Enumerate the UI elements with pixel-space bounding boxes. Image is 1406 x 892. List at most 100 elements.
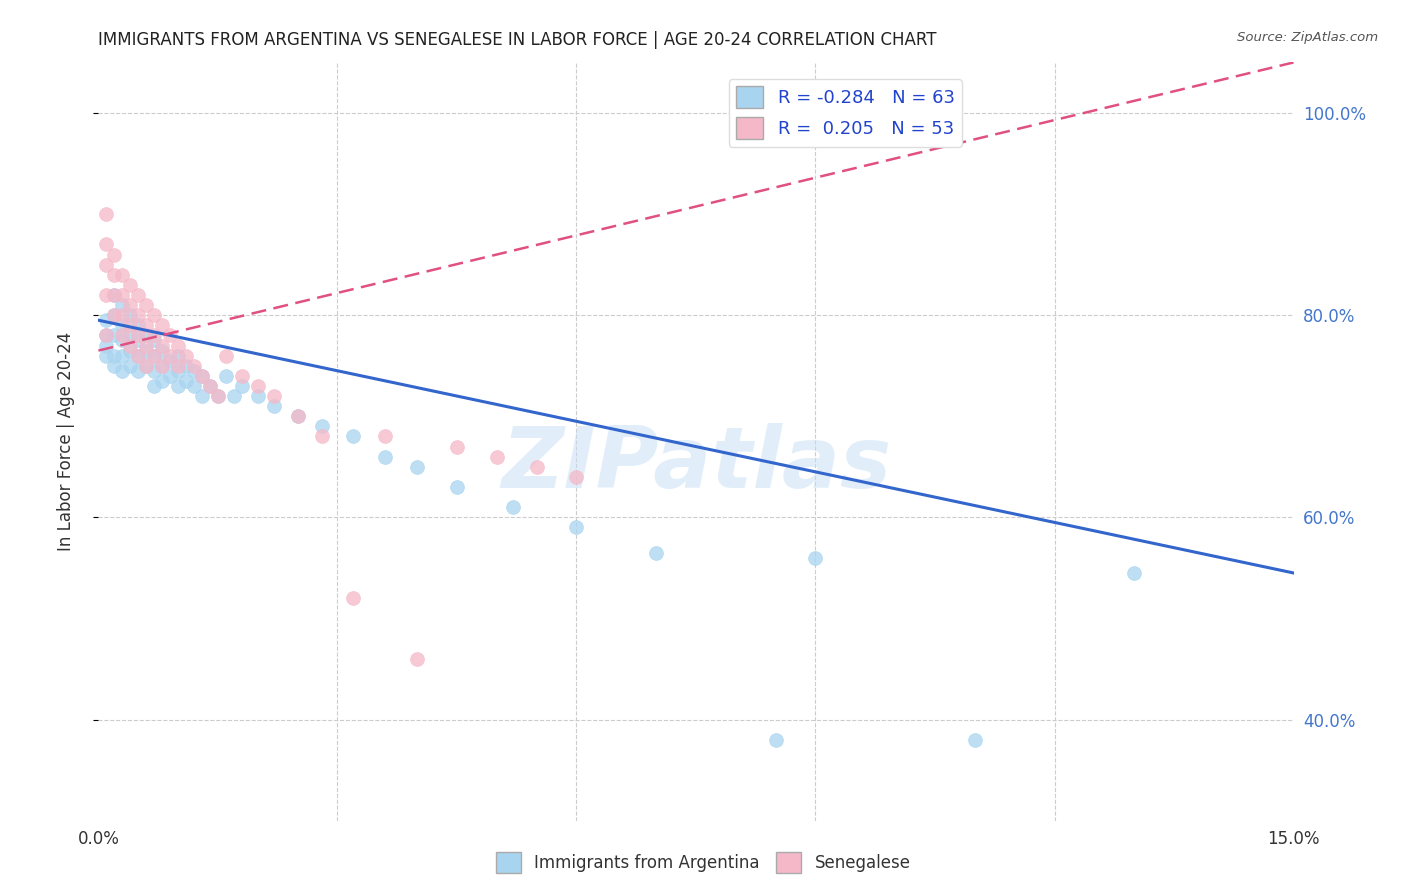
- Point: [207, 389, 229, 403]
- Point: [135, 328, 157, 343]
- Point: [159, 368, 181, 383]
- Point: [111, 334, 134, 348]
- Point: [446, 480, 468, 494]
- Point: [1123, 566, 1146, 580]
- Point: [127, 288, 149, 302]
- Point: [207, 389, 229, 403]
- Point: [150, 318, 173, 333]
- Point: [120, 328, 142, 343]
- Point: [143, 349, 166, 363]
- Point: [143, 308, 166, 322]
- Point: [167, 338, 190, 352]
- Point: [150, 359, 173, 373]
- Point: [111, 298, 134, 312]
- Point: [96, 258, 118, 272]
- Point: [143, 364, 166, 378]
- Point: [127, 334, 149, 348]
- Point: [963, 732, 986, 747]
- Point: [135, 298, 157, 312]
- Point: [183, 364, 205, 378]
- Point: [174, 359, 197, 373]
- Point: [565, 520, 588, 534]
- Point: [246, 379, 269, 393]
- Point: [120, 359, 142, 373]
- Point: [215, 349, 238, 363]
- Point: [96, 328, 118, 343]
- Point: [526, 459, 548, 474]
- Point: [191, 389, 214, 403]
- Point: [111, 318, 134, 333]
- Point: [342, 591, 364, 606]
- Point: [103, 328, 125, 343]
- Point: [143, 328, 166, 343]
- Point: [150, 343, 173, 358]
- Point: [183, 359, 205, 373]
- Point: [96, 313, 118, 327]
- Point: [103, 288, 125, 302]
- Point: [804, 550, 827, 565]
- Point: [127, 364, 149, 378]
- Point: [263, 399, 285, 413]
- Point: [96, 207, 118, 221]
- Point: [342, 429, 364, 443]
- Point: [167, 364, 190, 378]
- Point: [374, 450, 396, 464]
- Point: [191, 368, 214, 383]
- Point: [159, 328, 181, 343]
- Point: [120, 308, 142, 322]
- Point: [502, 500, 524, 515]
- Point: [159, 353, 181, 368]
- Legend: R = -0.284   N = 63, R =  0.205   N = 53: R = -0.284 N = 63, R = 0.205 N = 53: [728, 79, 962, 146]
- Point: [406, 459, 429, 474]
- Point: [446, 440, 468, 454]
- Point: [143, 379, 166, 393]
- Point: [111, 308, 134, 322]
- Point: [159, 349, 181, 363]
- Point: [111, 364, 134, 378]
- Point: [96, 338, 118, 352]
- Text: IMMIGRANTS FROM ARGENTINA VS SENEGALESE IN LABOR FORCE | AGE 20-24 CORRELATION C: IMMIGRANTS FROM ARGENTINA VS SENEGALESE …: [98, 31, 936, 49]
- Point: [103, 288, 125, 302]
- Point: [111, 328, 134, 343]
- Point: [111, 288, 134, 302]
- Point: [135, 359, 157, 373]
- Point: [135, 338, 157, 352]
- Point: [111, 349, 134, 363]
- Point: [127, 308, 149, 322]
- Point: [135, 359, 157, 373]
- Point: [765, 732, 787, 747]
- Point: [406, 652, 429, 666]
- Point: [103, 308, 125, 322]
- Point: [485, 450, 508, 464]
- Point: [246, 389, 269, 403]
- Point: [374, 429, 396, 443]
- Y-axis label: In Labor Force | Age 20-24: In Labor Force | Age 20-24: [56, 332, 75, 551]
- Point: [103, 247, 125, 261]
- Point: [135, 318, 157, 333]
- Point: [127, 349, 149, 363]
- Point: [120, 343, 142, 358]
- Point: [150, 374, 173, 388]
- Point: [150, 338, 173, 352]
- Point: [565, 470, 588, 484]
- Point: [120, 338, 142, 352]
- Point: [231, 368, 253, 383]
- Point: [167, 379, 190, 393]
- Point: [263, 389, 285, 403]
- Point: [127, 318, 149, 333]
- Point: [96, 349, 118, 363]
- Point: [103, 349, 125, 363]
- Point: [287, 409, 309, 424]
- Point: [174, 349, 197, 363]
- Point: [183, 379, 205, 393]
- Point: [191, 368, 214, 383]
- Point: [127, 328, 149, 343]
- Point: [143, 334, 166, 348]
- Point: [103, 359, 125, 373]
- Point: [311, 419, 333, 434]
- Point: [103, 308, 125, 322]
- Text: Source: ZipAtlas.com: Source: ZipAtlas.com: [1237, 31, 1378, 45]
- Point: [215, 368, 238, 383]
- Point: [120, 318, 142, 333]
- Point: [198, 379, 221, 393]
